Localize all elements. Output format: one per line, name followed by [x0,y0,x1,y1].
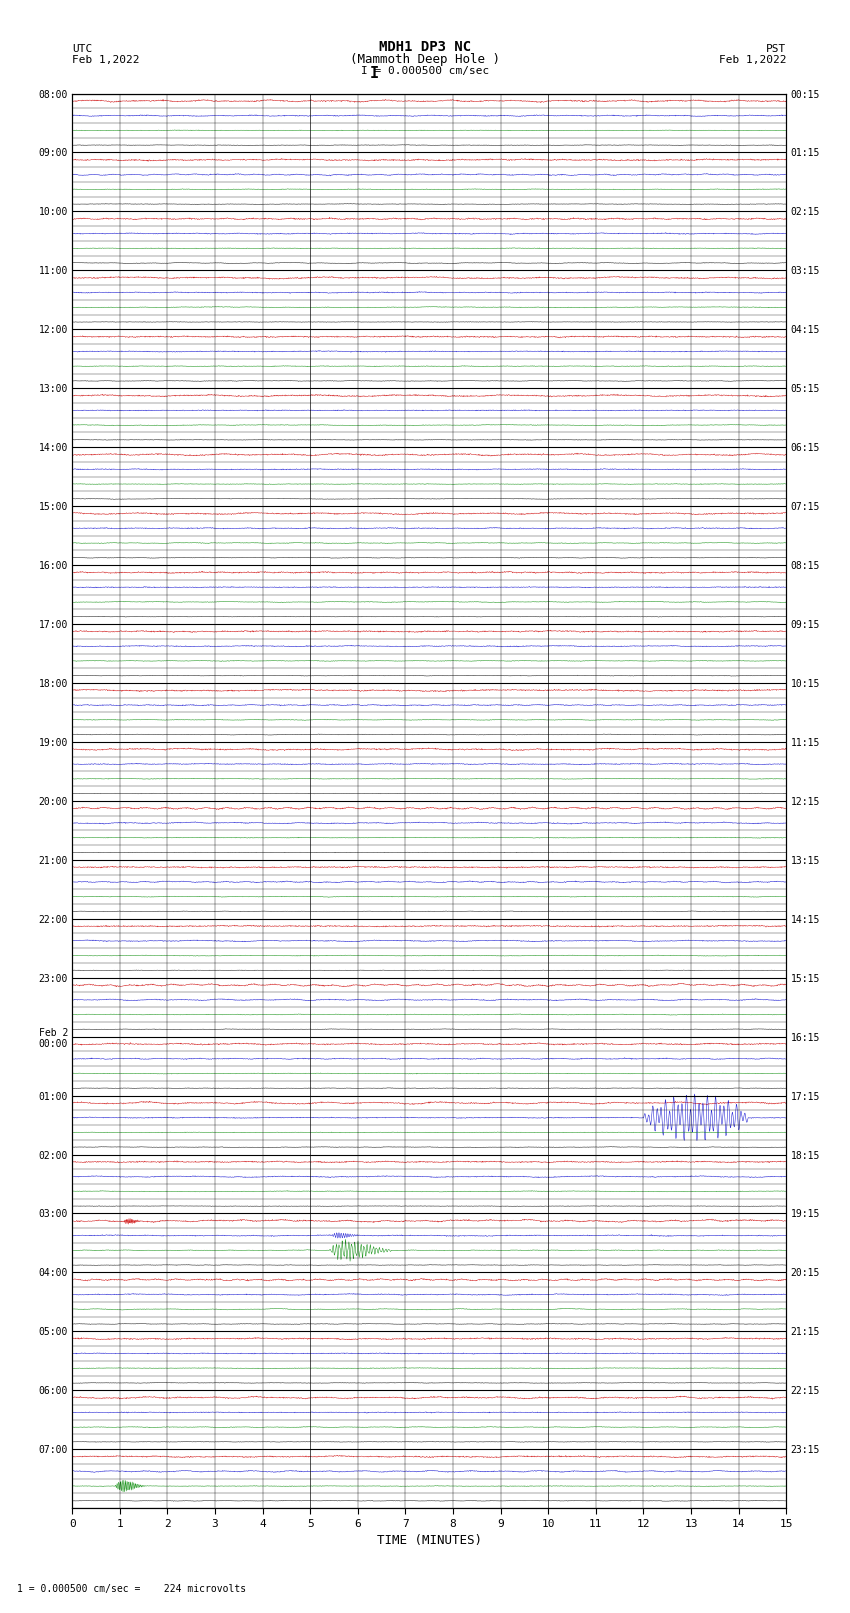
Text: (Mammoth Deep Hole ): (Mammoth Deep Hole ) [350,53,500,66]
Text: PST: PST [766,44,786,53]
Text: MDH1 DP3 NC: MDH1 DP3 NC [379,40,471,55]
Text: UTC: UTC [72,44,93,53]
Text: I: I [370,66,378,81]
Text: Feb 1,2022: Feb 1,2022 [72,55,139,65]
Text: 1 = 0.000500 cm/sec =    224 microvolts: 1 = 0.000500 cm/sec = 224 microvolts [17,1584,246,1594]
Text: Feb 1,2022: Feb 1,2022 [719,55,786,65]
Text: I = 0.000500 cm/sec: I = 0.000500 cm/sec [361,66,489,76]
X-axis label: TIME (MINUTES): TIME (MINUTES) [377,1534,482,1547]
